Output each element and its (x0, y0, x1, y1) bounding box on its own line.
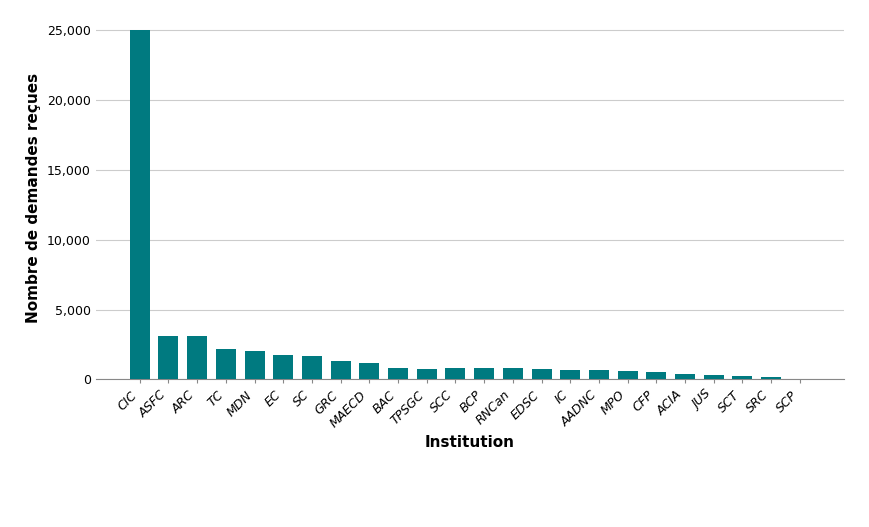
Bar (732, 376, 752, 379)
Bar (760, 377, 780, 379)
X-axis label: Institution: Institution (424, 435, 514, 451)
Bar (560, 369, 580, 379)
Bar (445, 368, 465, 379)
Y-axis label: Nombre de demandes reçues: Nombre de demandes reçues (26, 73, 42, 323)
Bar (129, 30, 149, 379)
Bar (330, 362, 350, 379)
Bar (588, 370, 608, 379)
Bar (273, 355, 293, 379)
Bar (359, 363, 379, 379)
Bar (531, 369, 551, 379)
Bar (416, 369, 436, 379)
Bar (617, 371, 637, 379)
Bar (388, 367, 408, 379)
Bar (502, 368, 522, 379)
Bar (474, 368, 494, 379)
Bar (187, 336, 207, 379)
Bar (302, 356, 322, 379)
Bar (674, 374, 694, 379)
Bar (244, 352, 264, 379)
Bar (703, 375, 723, 379)
Bar (646, 373, 666, 379)
Bar (216, 349, 235, 379)
Bar (158, 336, 178, 379)
